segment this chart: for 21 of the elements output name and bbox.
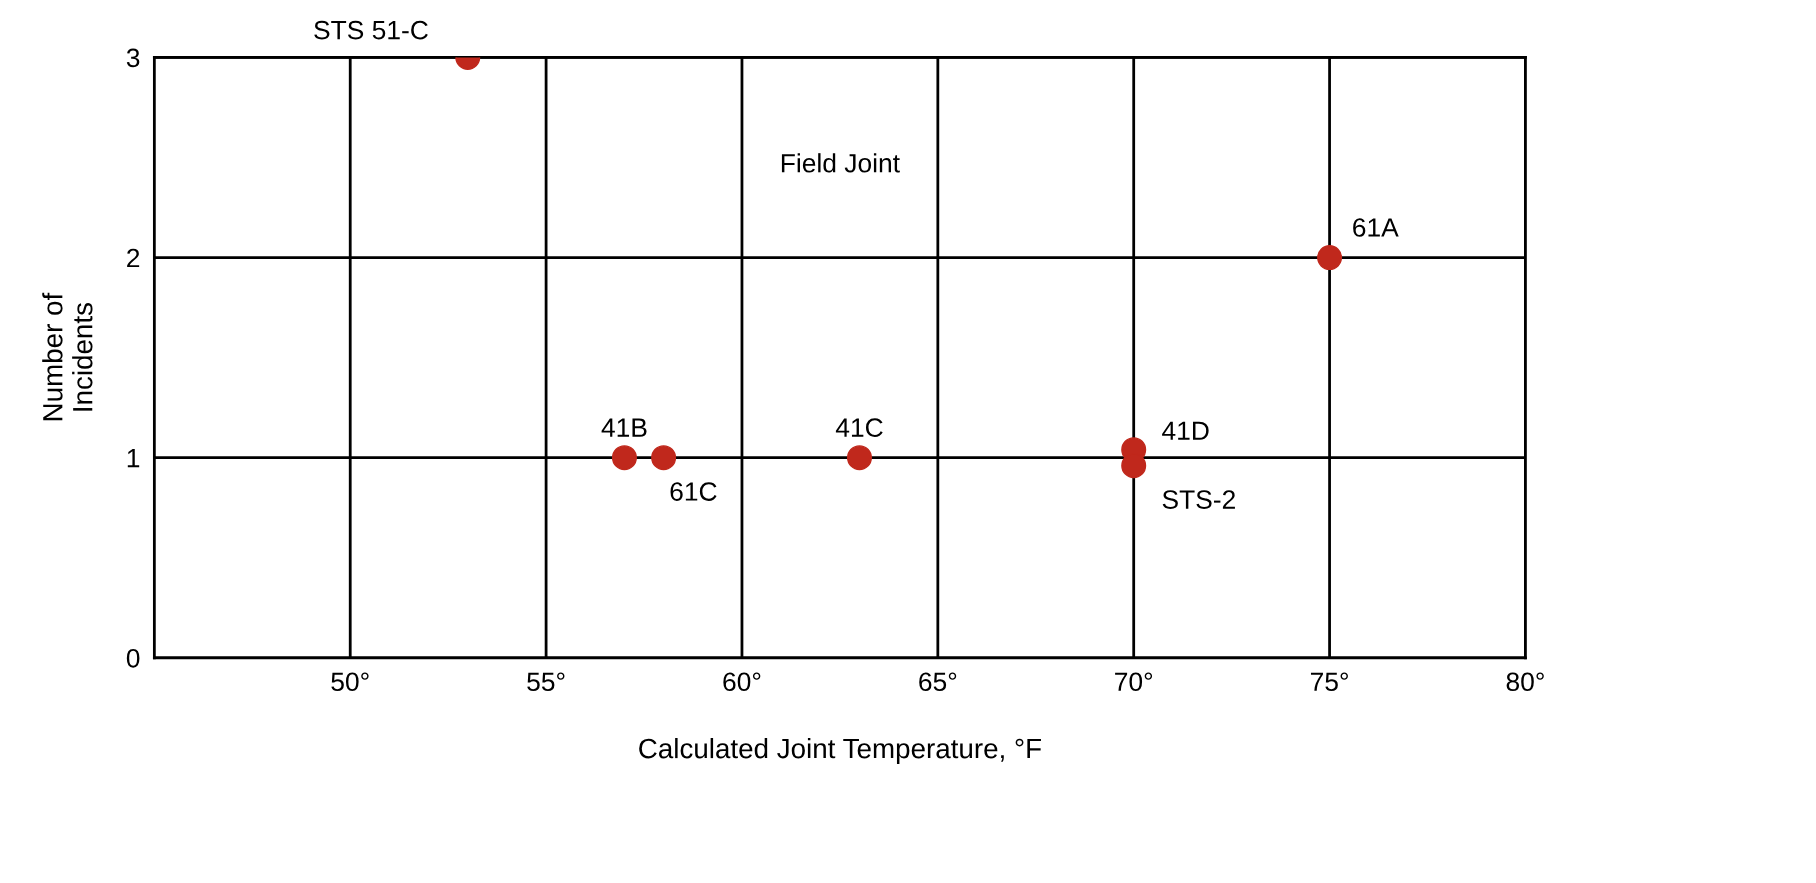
x-tick-label: 70° [1115,672,1153,692]
x-tick-label: 80° [1506,672,1544,692]
annotation: 41D [1162,421,1209,440]
x-axis-title: Calculated Joint Temperature, °F [639,737,1041,764]
y-axis-title: Number of Incidents [42,292,93,421]
annotation: 61A [1353,218,1399,237]
annotation: STS-2 [1162,490,1235,509]
x-tick-label: 55° [527,672,565,692]
y-tick-label: 0 [126,648,140,668]
y-tick-label: 3 [126,48,140,68]
x-tick-label: 65° [919,672,957,692]
annotation: Field Joint [781,153,900,173]
annotation: 61C [670,482,717,501]
x-tick-label: 60° [723,672,761,692]
x-tick-label: 75° [1310,672,1348,692]
y-tick-label: 1 [127,449,140,468]
annotation: STS 51-C [314,20,428,40]
x-tick-label: 50° [331,672,369,692]
y-tick-label: 2 [127,248,140,268]
annotation: 41C [835,418,883,437]
annotation: 41B [601,418,647,437]
